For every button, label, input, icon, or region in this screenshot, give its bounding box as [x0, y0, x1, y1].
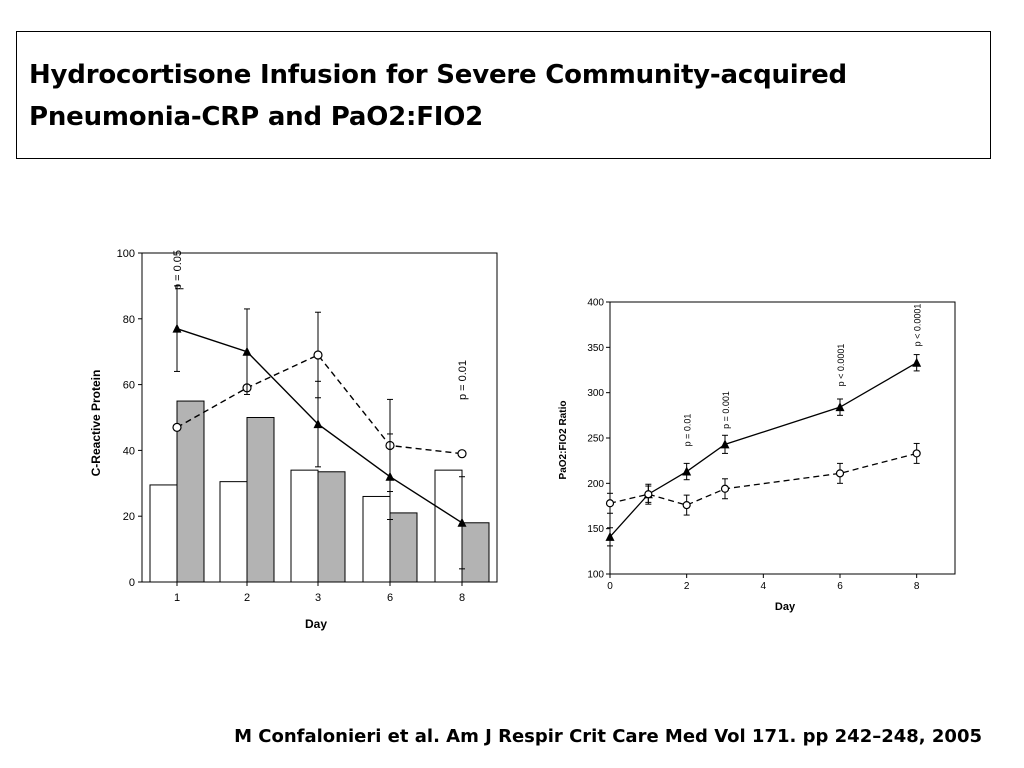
crp-filled-triangle-point	[172, 323, 182, 333]
pao2-filled-triangle-point	[605, 531, 615, 541]
pao2-filled-triangle-point	[835, 402, 845, 412]
pao2-y-tick-label: 400	[587, 298, 604, 309]
pao2-x-tick-label: 2	[684, 581, 690, 592]
crp-bar-open	[434, 469, 463, 583]
pao2-open-circle-point	[682, 500, 691, 510]
pao2-y-tick-label: 250	[587, 434, 604, 445]
pao2-y-tick-label: 300	[587, 388, 604, 399]
crp-bar-shaded	[389, 512, 418, 583]
pao2-x-tick-label: 8	[914, 581, 920, 592]
crp-y-tick-label: 60	[123, 380, 135, 392]
citation: M Confalonieri et al. Am J Respir Crit C…	[234, 726, 982, 747]
pao2-dashed-series-line	[609, 452, 917, 506]
crp-bar-shaded	[461, 522, 490, 583]
pao2-p-value-annotation: p < 0.0001	[913, 304, 923, 347]
crp-bar-open	[219, 481, 248, 583]
pao2-y-tick-label: 150	[587, 524, 604, 535]
crp-x-tick-label: 2	[244, 592, 250, 604]
crp-y-axis-title: C-Reactive Protein	[89, 370, 103, 477]
crp-y-tick-label: 80	[123, 314, 135, 326]
pao2-y-axis-title: PaO2:FIO2 Ratio	[558, 401, 569, 480]
pao2-x-tick-label: 6	[837, 581, 843, 592]
pao2-open-circle-point	[720, 484, 730, 493]
crp-p-value-annotation: p = 0.05	[172, 250, 184, 290]
crp-open-circle-point	[313, 350, 323, 360]
crp-filled-triangle-point	[385, 471, 395, 481]
crp-y-tick-label: 100	[117, 248, 135, 260]
crp-bar-open	[149, 484, 178, 583]
pao2-filled-triangle-point	[912, 357, 922, 367]
pao2-x-tick-label: 4	[761, 581, 767, 592]
pao2-plot-frame	[609, 301, 956, 575]
crp-bar-open	[290, 469, 319, 583]
pao2-open-circle-point	[644, 490, 653, 499]
title-box: Hydrocortisone Infusion for Severe Commu…	[16, 31, 991, 159]
crp-y-tick-label: 0	[129, 577, 135, 589]
pao2-filled-triangle-point	[720, 439, 730, 449]
slide-title-line-2: Pneumonia-CRP and PaO2:FIO2	[29, 102, 484, 132]
pao2-x-tick-label: 0	[607, 581, 613, 592]
crp-y-tick-label: 20	[123, 511, 135, 523]
crp-bar-shaded	[317, 471, 346, 583]
crp-filled-triangle-point	[457, 517, 467, 527]
pao2-open-circle-point	[912, 449, 921, 458]
crp-filled-triangle-point	[242, 346, 252, 356]
slide-title: Hydrocortisone Infusion for Severe Commu…	[29, 54, 979, 138]
crp-open-circle-point	[172, 422, 182, 432]
pao2-y-tick-label: 200	[587, 479, 604, 490]
pao2-y-tick-label: 350	[587, 343, 604, 354]
pao2-y-tick-label: 100	[587, 570, 604, 581]
crp-p-value-annotation: p = 0.01	[457, 360, 469, 400]
crp-bar-open	[362, 495, 391, 583]
slide-title-line-1: Hydrocortisone Infusion for Severe Commu…	[29, 60, 847, 90]
pao2-open-circle-point	[835, 469, 845, 478]
crp-dashed-series-line	[176, 354, 463, 455]
crp-x-tick-label: 6	[387, 592, 393, 604]
pao2-p-value-annotation: p = 0.001	[721, 391, 731, 429]
crp-x-tick-label: 8	[459, 592, 465, 604]
crp-open-circle-point	[457, 449, 467, 459]
pao2-x-axis-title: Day	[775, 601, 796, 613]
crp-x-axis-title: Day	[305, 617, 327, 631]
crp-x-tick-label: 3	[315, 592, 321, 604]
crp-x-tick-label: 1	[174, 592, 180, 604]
crp-y-tick-label: 40	[123, 445, 135, 457]
crp-filled-triangle-point	[313, 419, 323, 429]
crp-bar-shaded	[176, 400, 205, 583]
crp-bar-shaded	[246, 417, 275, 583]
pao2-p-value-annotation: p = 0.01	[683, 414, 693, 447]
pao2-p-value-annotation: p < 0.0001	[836, 344, 846, 387]
pao2-filled-triangle-point	[682, 466, 692, 476]
pao2-open-circle-point	[605, 499, 615, 508]
pao2-solid-series-line	[609, 362, 917, 538]
